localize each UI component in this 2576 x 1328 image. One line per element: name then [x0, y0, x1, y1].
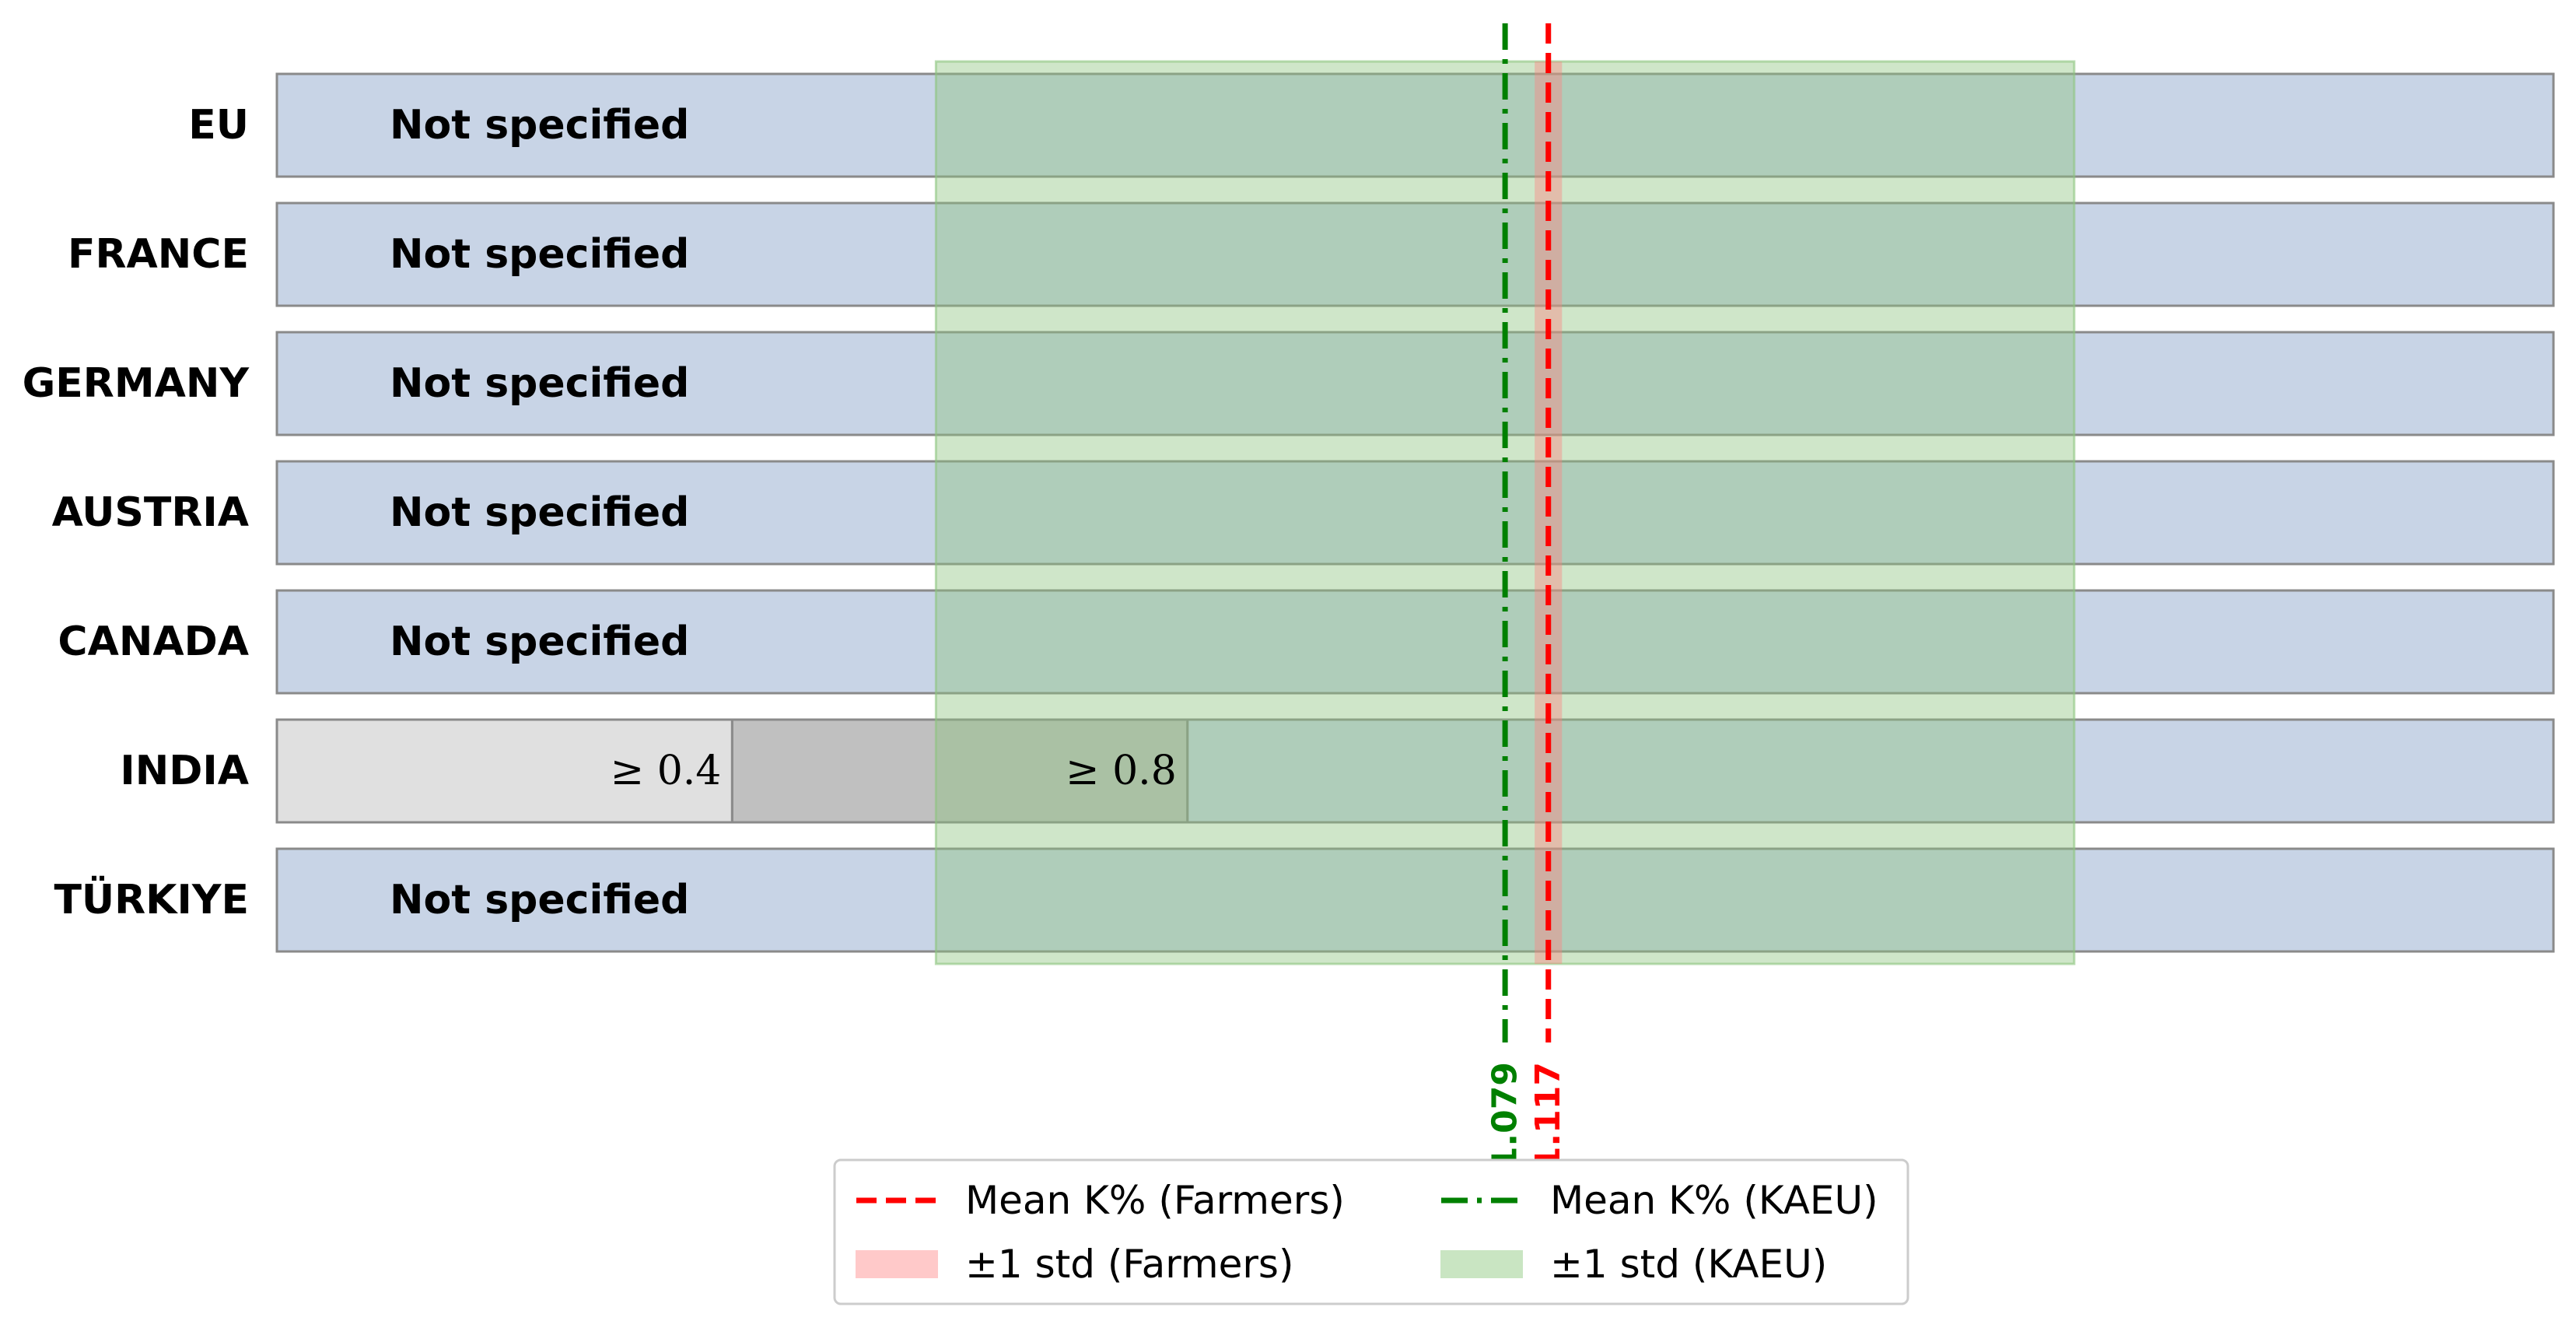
lines-layer	[1502, 23, 1552, 1042]
bar-eu	[275, 72, 2555, 178]
bar-segment-india-3	[1186, 718, 2555, 824]
segment-label-india-2: ≥ 0.8	[1066, 748, 1177, 794]
bar-text-eu: Not specified	[390, 102, 689, 149]
legend-label-mean-k-kaeu: Mean K% (KAEU)	[1550, 1178, 1878, 1223]
legend-label-1-std-kaeu: ±1 std (KAEU)	[1550, 1242, 1827, 1287]
bars-layer	[275, 72, 2555, 953]
country-label-eu: EU	[188, 102, 249, 149]
bar-text-canada: Not specified	[390, 618, 689, 665]
bar-text-austria: Not specified	[390, 489, 689, 536]
legend-label-mean-k-farmers: Mean K% (Farmers)	[965, 1178, 1345, 1223]
legend-swatch-1-std-farmers	[856, 1250, 938, 1278]
legend-swatch-1-std-kaeu	[1440, 1250, 1523, 1278]
bar-text-trkiye: Not specified	[390, 877, 689, 923]
segment-label-india-1: ≥ 0.4	[611, 748, 722, 794]
legend-label-1-std-farmers: ±1 std (Farmers)	[965, 1242, 1293, 1287]
bar-trkiye	[275, 847, 2555, 953]
bar-segment-india-2	[730, 718, 1189, 824]
country-label-france: FRANCE	[68, 231, 249, 278]
mean-value-kaeu: 1.079	[1486, 1062, 1525, 1170]
bar-germany	[275, 331, 2555, 436]
bar-text-germany: Not specified	[390, 360, 689, 407]
bar-text-france: Not specified	[390, 231, 689, 278]
country-label-germany: GERMANY	[23, 360, 250, 407]
bar-canada	[275, 589, 2555, 695]
legend: Mean K% (Farmers) Mean K% (KAEU) ±1 std (F…	[833, 1158, 1909, 1305]
bar-austria	[275, 460, 2555, 566]
country-label-trkiye: TÜRKIYE	[54, 875, 249, 923]
bar-segment-india-1	[275, 718, 733, 824]
bar-france	[275, 201, 2555, 307]
country-label-india: INDIA	[120, 748, 249, 794]
mean-value-farmers: 1.117	[1528, 1062, 1568, 1170]
country-label-austria: AUSTRIA	[52, 489, 249, 536]
country-label-canada: CANADA	[58, 618, 249, 665]
legend-frame	[833, 1158, 1909, 1305]
labels-layer: EU Not specified FRANCE Not specified GERMAN…	[23, 102, 1569, 1170]
